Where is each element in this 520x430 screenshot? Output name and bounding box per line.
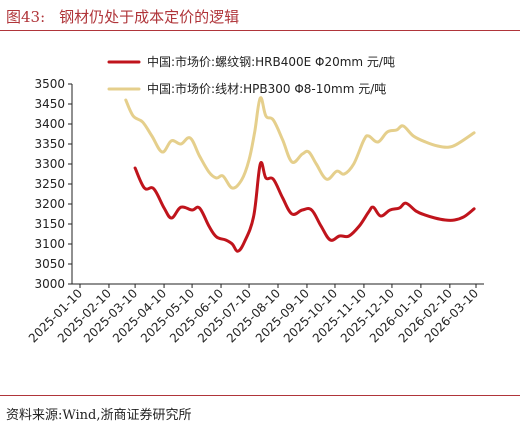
figure-title-text: 钢材仍处于成本定价的逻辑 (59, 8, 240, 26)
source-note: 资料来源:Wind,浙商证券研究所 (6, 408, 192, 423)
legend: 中国:市场价:螺纹钢:HRB400E Φ20mm 元/吨中国:市场价:线材:HP… (107, 54, 395, 96)
x-axis: 2025-01-102025-02-102025-03-102025-04-10… (26, 283, 484, 345)
y-tick-label: 3500 (34, 77, 65, 91)
y-tick-label: 3050 (34, 257, 65, 271)
y-tick-label: 3350 (34, 137, 65, 151)
series-line-1 (133, 161, 476, 253)
figure-title: 图43: 钢材仍处于成本定价的逻辑 (6, 6, 239, 27)
y-tick-label: 3150 (34, 217, 65, 231)
y-tick-label: 3400 (34, 117, 65, 131)
line-chart: 3000 3050 3100 3150 3200 3250 3300 3350 3400 3450… (26, 54, 484, 345)
series-layer (124, 96, 476, 253)
title-rule (0, 30, 520, 31)
y-tick-label: 3200 (34, 197, 65, 211)
y-axis: 3000 3050 3100 3150 3200 3250 3300 3350 3400 3450… (34, 77, 73, 291)
y-tick-label: 3450 (34, 97, 65, 111)
bottom-rule (0, 395, 520, 396)
legend-label-1: 中国:市场价:螺纹钢:HRB400E Φ20mm 元/吨 (147, 54, 395, 69)
y-tick-label: 3300 (34, 157, 65, 171)
y-tick-label: 3100 (34, 237, 65, 251)
y-tick-label: 3250 (34, 177, 65, 191)
series-line-2 (124, 96, 476, 190)
figure-number: 图43: (6, 8, 46, 26)
y-tick-label: 3000 (34, 277, 65, 291)
legend-label-2: 中国:市场价:线材:HPB300 Φ8-10mm 元/吨 (147, 81, 386, 96)
